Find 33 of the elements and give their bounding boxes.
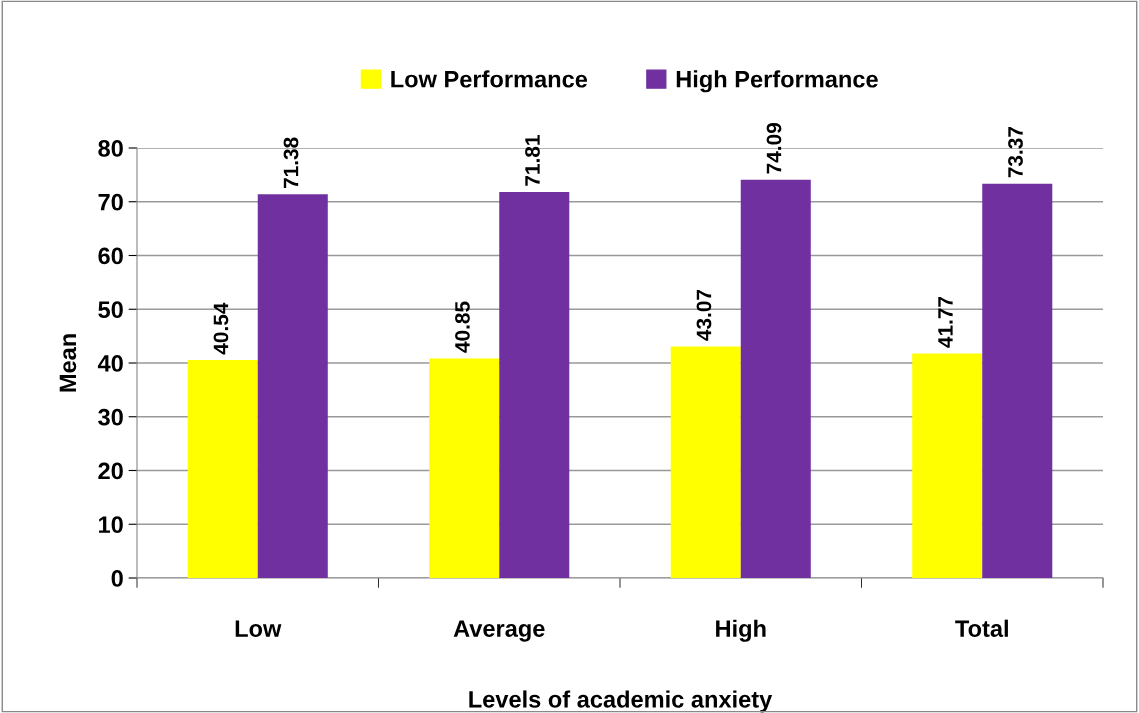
data-label: 73.37 (1008, 127, 1023, 178)
bar (257, 194, 328, 578)
x-tick-label: Average (453, 620, 545, 642)
bar (912, 353, 983, 578)
data-label: 74.09 (766, 123, 782, 174)
y-tick-label: 70 (98, 193, 123, 211)
data-label: 40.54 (213, 302, 229, 355)
data-label: 71.81 (525, 135, 540, 186)
bar (187, 360, 258, 578)
x-axis-title: Levels of academic anxiety (469, 690, 773, 713)
legend-label: Low Performance (391, 70, 588, 88)
data-label: 41.77 (938, 296, 953, 348)
legend-label: High Performance (676, 70, 878, 93)
x-tick-label: Total (955, 619, 1008, 638)
bar (499, 192, 570, 578)
y-axis-title: Mean (59, 334, 77, 392)
y-tick-label: 40 (97, 355, 123, 372)
data-label: 40.85 (455, 301, 470, 353)
y-tick-label: 10 (99, 516, 123, 534)
x-tick-label: High (716, 619, 766, 642)
y-tick-label: 80 (98, 140, 123, 157)
y-tick-label: 0 (111, 570, 123, 587)
data-label: 43.07 (696, 289, 712, 341)
y-tick-label: 60 (98, 247, 123, 265)
y-tick-label: 20 (98, 462, 123, 480)
bar (670, 346, 741, 578)
y-tick-label: 50 (98, 301, 123, 319)
bar (982, 183, 1053, 578)
y-tick-label: 30 (98, 408, 123, 426)
bar (429, 358, 500, 578)
data-label: 71.38 (283, 137, 299, 189)
x-tick-label: Low (235, 620, 282, 638)
bar (740, 179, 811, 578)
